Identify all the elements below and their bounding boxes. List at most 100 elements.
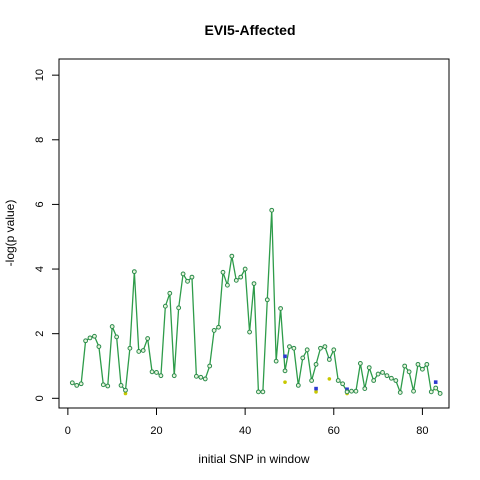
data-point: [313, 361, 319, 367]
data-point: [366, 365, 372, 371]
data-point: [225, 282, 230, 288]
data-point: [145, 336, 151, 341]
data-point: [393, 378, 399, 383]
data-point: [380, 370, 385, 375]
y-axis-label: -log(p value): [3, 200, 17, 267]
chart-title: EVI5-Affected: [204, 22, 295, 38]
data-point: [171, 373, 177, 379]
data-point: [216, 324, 221, 330]
data-point-series2: [433, 380, 438, 384]
x-tick-label: 60: [328, 425, 340, 437]
data-point: [185, 278, 190, 284]
data-point: [304, 347, 310, 353]
x-tick-label: 80: [416, 425, 428, 437]
data-point: [242, 266, 248, 272]
y-tick-label: 2: [34, 331, 46, 337]
data-point: [326, 357, 332, 362]
data-point: [309, 378, 315, 383]
data-point: [136, 349, 142, 354]
data-point: [264, 297, 270, 303]
data-point: [335, 378, 341, 383]
data-point: [202, 376, 208, 382]
data-point: [375, 371, 381, 377]
data-point: [415, 361, 421, 367]
data-point: [198, 374, 204, 380]
data-point-series3: [327, 377, 332, 381]
y-tick-label: 8: [34, 137, 46, 143]
y-tick-label: 10: [34, 69, 46, 81]
data-point: [87, 335, 93, 341]
y-tick-label: 0: [34, 395, 46, 401]
data-point: [207, 363, 213, 369]
data-point: [83, 338, 88, 344]
data-point: [211, 328, 217, 333]
data-point: [295, 382, 301, 388]
data-point: [247, 329, 252, 335]
data-point: [251, 281, 257, 286]
data-point: [406, 369, 412, 375]
data-point: [282, 368, 288, 374]
data-point: [433, 385, 439, 391]
series-lines: [71, 210, 441, 396]
data-point: [154, 370, 159, 375]
x-tick-label: 0: [65, 425, 71, 437]
data-point-series2: [283, 354, 287, 359]
data-point: [273, 358, 279, 364]
data-point: [149, 369, 155, 375]
data-point: [92, 333, 97, 339]
data-point: [114, 334, 120, 340]
data-point: [109, 324, 115, 329]
data-point: [74, 382, 80, 388]
data-point: [140, 348, 146, 353]
x-axis: 0 20 40 60 80: [65, 407, 429, 437]
data-point: [371, 378, 377, 383]
x-tick-label: 20: [150, 425, 162, 437]
data-point-series2: [314, 386, 318, 391]
data-point: [256, 389, 261, 395]
data-point: [349, 388, 354, 394]
data-point: [300, 355, 306, 361]
data-point: [158, 373, 164, 379]
data-point: [176, 305, 182, 311]
data-point: [131, 269, 137, 275]
data-point: [233, 277, 239, 283]
data-point: [318, 345, 323, 351]
data-point: [384, 373, 390, 379]
data-point: [411, 388, 416, 394]
data-point: [402, 363, 408, 369]
data-point: [437, 391, 443, 396]
y-tick-label: 4: [34, 266, 46, 272]
data-point: [78, 381, 84, 387]
data-point: [123, 387, 128, 393]
data-point: [189, 274, 195, 280]
data-point: [340, 381, 346, 387]
data-point: [105, 383, 111, 389]
data-point: [331, 347, 337, 353]
data-point: [269, 207, 275, 213]
series-line-main: [71, 210, 441, 396]
data-point: [278, 306, 283, 311]
data-point: [193, 373, 199, 379]
data-point: [167, 290, 173, 296]
x-tick-label: 40: [239, 425, 251, 437]
data-point: [180, 271, 186, 277]
data-point: [357, 361, 363, 366]
data-point: [162, 303, 168, 309]
data-point: [287, 344, 292, 350]
y-tick-label: 6: [34, 201, 46, 207]
data-point: [424, 361, 430, 367]
data-point: [96, 344, 102, 350]
data-point: [420, 366, 425, 372]
data-point: [220, 269, 226, 275]
data-point: [100, 382, 106, 388]
data-point-series3: [314, 390, 318, 394]
data-point-series3: [283, 380, 287, 384]
data-point: [428, 389, 434, 395]
data-point: [344, 389, 350, 395]
data-point: [353, 388, 359, 394]
y-axis: 0 2 4 6 8 10: [34, 69, 60, 401]
x-axis-label: initial SNP in window: [198, 452, 309, 466]
data-point: [238, 274, 244, 280]
data-point: [127, 345, 133, 351]
